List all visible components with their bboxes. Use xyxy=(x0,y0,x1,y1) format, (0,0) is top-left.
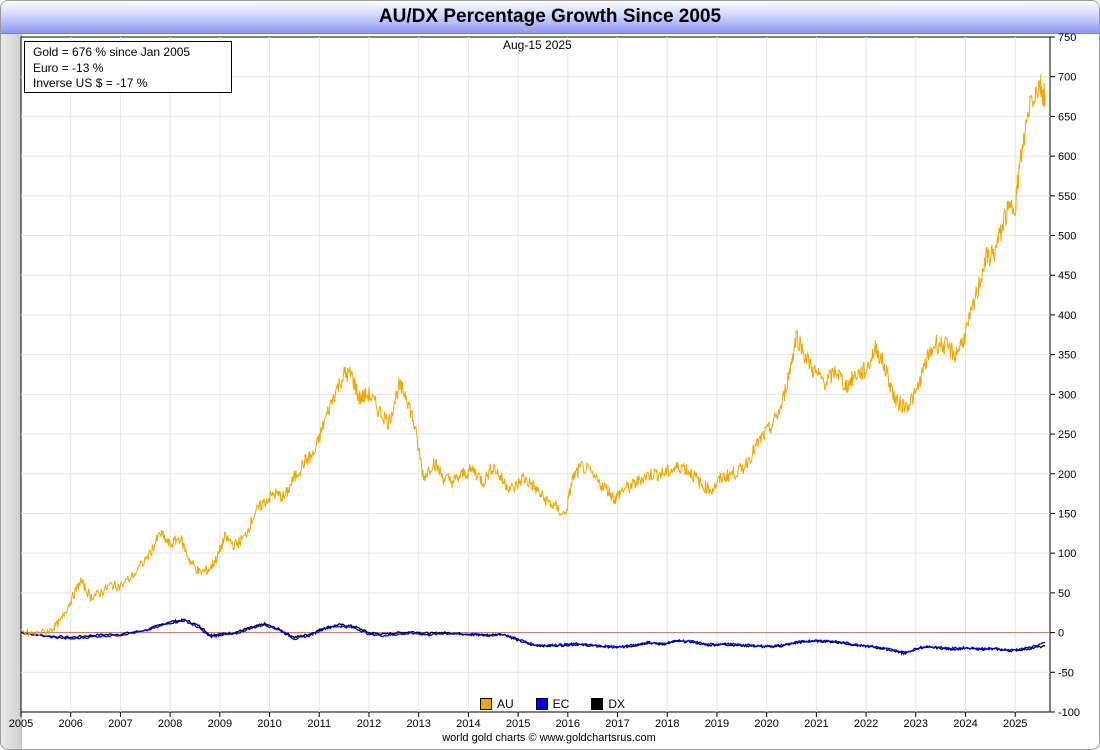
x-tick-label: 2005 xyxy=(9,718,33,730)
y-tick-label: 50 xyxy=(1058,588,1070,600)
x-tick-label: 2025 xyxy=(1003,718,1027,730)
series-line-ec xyxy=(20,619,1046,656)
x-tick-label: 2006 xyxy=(58,718,82,730)
legend-item-au: AU xyxy=(480,697,514,711)
y-tick-label: 750 xyxy=(1058,32,1076,44)
info-gold: Gold = 676 % since Jan 2005 xyxy=(33,45,191,59)
chart-title: AU/DX Percentage Growth Since 2005 xyxy=(1,1,1099,34)
y-tick-label: 350 xyxy=(1058,350,1076,362)
info-box: Gold = 676 % since Jan 2005 Euro = -13 %… xyxy=(24,41,232,93)
x-tick-label: 2022 xyxy=(854,718,878,730)
x-tick-label: 2016 xyxy=(556,718,580,730)
x-tick-label: 2012 xyxy=(357,718,381,730)
y-tick-label: 500 xyxy=(1058,231,1076,243)
legend-item-ec: EC xyxy=(535,697,570,711)
x-tick-label: 2020 xyxy=(754,718,778,730)
x-tick-label: 2017 xyxy=(605,718,629,730)
y-tick-label: 450 xyxy=(1058,270,1076,282)
y-tick-label: 700 xyxy=(1058,72,1076,84)
x-tick-label: 2015 xyxy=(506,718,530,730)
footer-credit: world gold charts © www.goldchartsrus.co… xyxy=(442,732,656,744)
y-tick-label: -50 xyxy=(1058,667,1074,679)
legend-swatch-ec xyxy=(535,698,548,710)
y-tick-label: 150 xyxy=(1058,508,1076,520)
y-tick-label: 0 xyxy=(1058,628,1064,640)
x-tick-label: 2019 xyxy=(705,718,729,730)
legend-swatch-au xyxy=(480,698,492,710)
info-inverse-usd: Inverse US $ = -17 % xyxy=(33,76,148,90)
x-tick-label: 2011 xyxy=(307,718,331,730)
x-tick-label: 2013 xyxy=(406,718,430,730)
legend-label-dx: DX xyxy=(608,697,626,711)
y-tick-label: 300 xyxy=(1058,389,1076,401)
y-tick-label: 650 xyxy=(1058,111,1076,123)
y-tick-label: 250 xyxy=(1058,429,1076,441)
x-tick-label: 2010 xyxy=(257,718,281,730)
x-tick-label: 2024 xyxy=(953,718,977,730)
legend-item-dx: DX xyxy=(591,697,625,711)
x-tick-label: 2018 xyxy=(655,718,679,730)
y-tick-label: 400 xyxy=(1058,310,1076,322)
info-euro: Euro = -13 % xyxy=(33,60,104,75)
legend-label-au: AU xyxy=(497,697,514,711)
x-tick-label: 2014 xyxy=(456,718,480,730)
series-line-au xyxy=(20,74,1046,638)
x-tick-label: 2023 xyxy=(904,718,928,730)
plot-area xyxy=(20,36,1051,713)
y-tick-label: 550 xyxy=(1058,191,1076,203)
x-tick-label: 2007 xyxy=(108,718,132,730)
y-tick-label: 600 xyxy=(1058,151,1076,163)
y-tick-label: 200 xyxy=(1058,469,1076,481)
x-tick-label: 2008 xyxy=(158,718,182,730)
y-tick-label: -100 xyxy=(1058,707,1080,719)
x-tick-label: 2009 xyxy=(208,718,232,730)
legend-label-ec: EC xyxy=(552,697,570,711)
chart-date: Aug-15 2025 xyxy=(503,38,572,52)
series-legend: AU EC DX xyxy=(480,697,625,711)
x-tick-label: 2021 xyxy=(804,718,828,730)
y-tick-label: 100 xyxy=(1058,548,1076,560)
legend-swatch-dx xyxy=(591,698,604,710)
